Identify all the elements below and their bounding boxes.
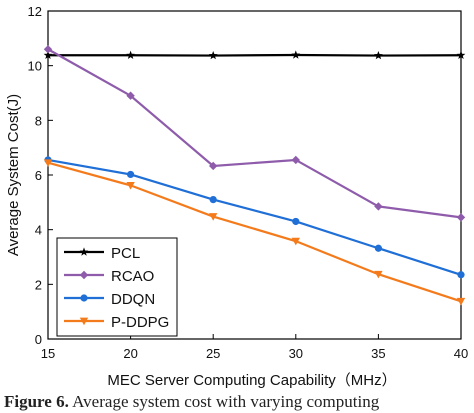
- x-axis-label: MEC Server Computing Capability（MHz）: [107, 372, 396, 389]
- legend-marker: [79, 317, 89, 326]
- data-point: [374, 270, 383, 279]
- data-point: [456, 297, 466, 306]
- data-point: [126, 91, 135, 100]
- legend-item-ddqn: DDQN: [64, 291, 155, 308]
- data-point: [126, 182, 135, 190]
- series-pcl: [43, 50, 466, 60]
- data-point: [209, 196, 217, 204]
- data-point: [127, 170, 135, 179]
- data-point: [456, 213, 466, 222]
- legend-label: P-DDPG: [111, 314, 169, 331]
- data-point: [43, 50, 53, 59]
- data-point: [291, 155, 300, 165]
- data-point: [209, 213, 218, 221]
- y-tick-label: 12: [28, 4, 42, 19]
- data-point: [291, 237, 300, 246]
- y-axis-label: Average System Cost(J): [5, 94, 22, 256]
- data-point: [374, 244, 382, 252]
- x-tick-label: 25: [206, 346, 220, 361]
- x-tick-label: 30: [289, 346, 303, 361]
- data-point: [456, 50, 466, 59]
- caption-text: Average system cost with varying computi…: [72, 392, 380, 411]
- legend-label: DDQN: [111, 291, 155, 308]
- data-point: [126, 50, 135, 59]
- data-point: [209, 161, 218, 171]
- data-point: [43, 159, 53, 167]
- series-line: [47, 158, 462, 276]
- figure-caption: Figure 6. Average system cost with varyi…: [4, 392, 470, 413]
- legend-item-p-ddpg: P-DDPG: [64, 314, 169, 331]
- data-point: [43, 45, 53, 54]
- data-point: [374, 202, 383, 211]
- data-point: [208, 50, 218, 60]
- legend-marker: [80, 294, 88, 302]
- x-tick-label: 40: [454, 346, 468, 361]
- series-line: [47, 48, 462, 219]
- data-point: [457, 271, 465, 279]
- legend-item-rcao: RCAO: [64, 268, 154, 285]
- series-line: [47, 161, 462, 303]
- y-tick-label: 4: [35, 223, 42, 238]
- series-rcao: [43, 45, 466, 222]
- x-tick-label: 20: [123, 346, 137, 361]
- data-point: [374, 50, 383, 60]
- legend-item-pcl: PCL: [64, 245, 140, 262]
- y-tick-label: 0: [35, 332, 42, 347]
- y-tick-label: 8: [35, 113, 42, 128]
- series-line: [48, 53, 462, 57]
- y-tick-label: 6: [35, 168, 42, 183]
- legend-label: RCAO: [111, 268, 154, 285]
- legend-marker: [79, 247, 89, 256]
- legend-box: [56, 237, 178, 337]
- data-point: [291, 50, 301, 59]
- legend-label: PCL: [111, 245, 140, 262]
- x-tick-label: 15: [41, 346, 55, 361]
- caption-prefix: Figure 6.: [4, 392, 69, 411]
- x-tick-label: 35: [371, 346, 385, 361]
- y-tick-label: 10: [28, 59, 42, 74]
- series-p-ddpg: [43, 159, 466, 306]
- legend-marker: [79, 270, 89, 280]
- data-point: [292, 217, 300, 226]
- y-tick-label: 2: [35, 277, 42, 292]
